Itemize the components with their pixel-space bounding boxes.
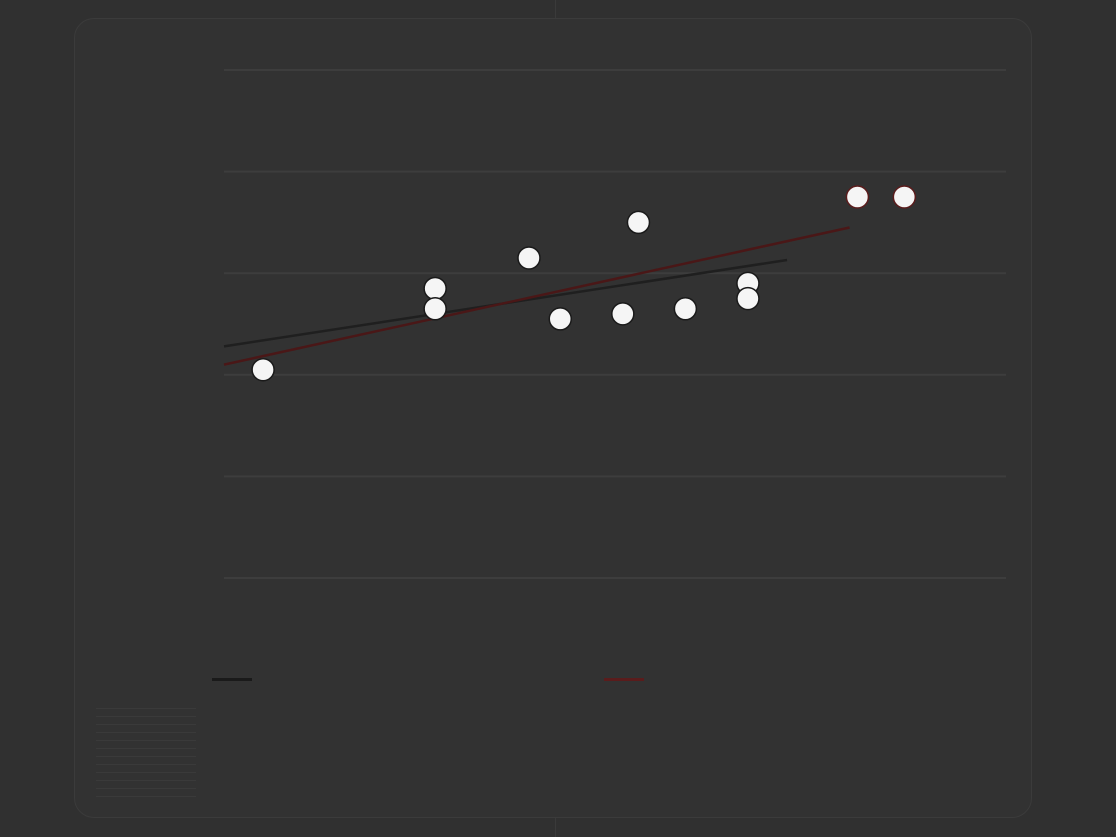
chart-card: [74, 18, 1032, 818]
data-points: [251, 185, 917, 382]
data-point: [611, 302, 635, 326]
data-point: [845, 185, 870, 209]
legend-item-series-2: [604, 662, 654, 696]
chart-footer: [96, 708, 976, 798]
legend-swatch: [604, 677, 644, 681]
trendline: [223, 226, 850, 366]
data-point: [251, 357, 275, 382]
data-point: [423, 276, 447, 301]
data-point: [892, 185, 917, 209]
data-point: [548, 307, 573, 331]
data-point: [673, 297, 698, 321]
chart-legend: [212, 662, 972, 696]
legend-item-series-1: [212, 662, 262, 696]
trendlines: [223, 226, 850, 366]
gridlines: [224, 69, 1006, 579]
data-point: [517, 246, 541, 270]
data-point: [423, 297, 447, 321]
data-point: [736, 286, 760, 311]
data-point: [626, 210, 651, 235]
legend-swatch: [212, 677, 252, 681]
footer-rule-lines: [96, 708, 196, 798]
